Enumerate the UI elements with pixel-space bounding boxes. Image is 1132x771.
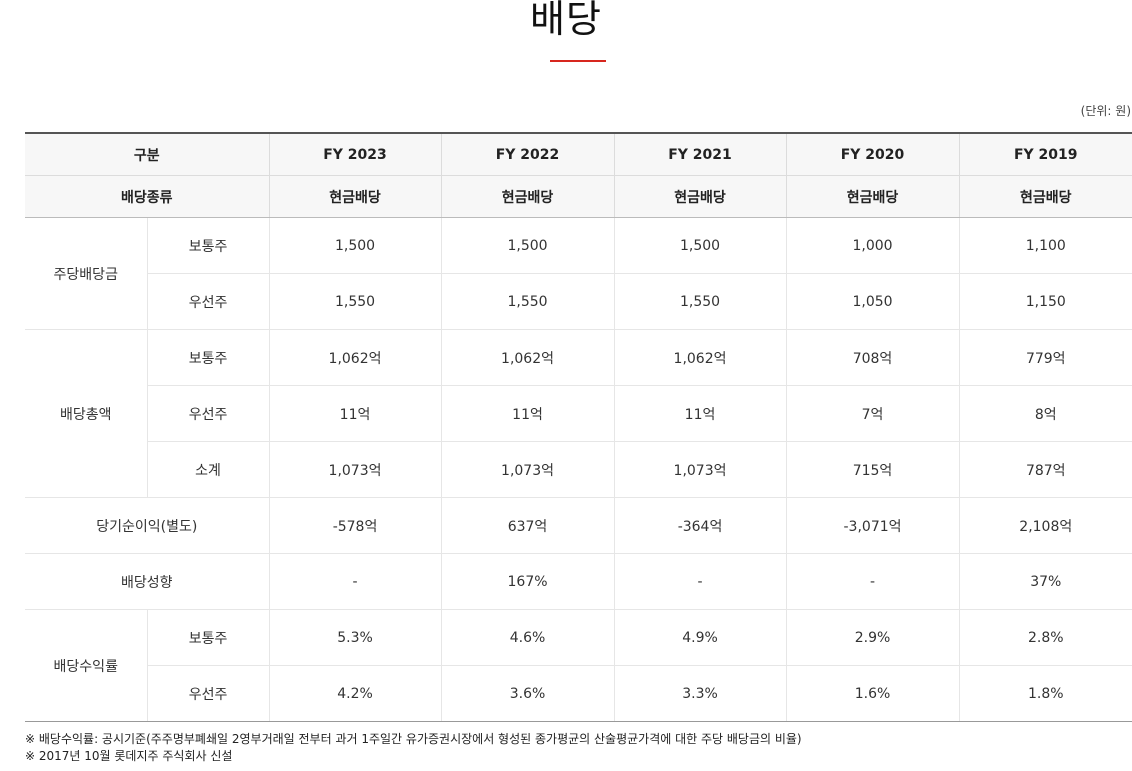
table-cell: 1,000 [785,217,960,274]
table-cell: 1,500 [613,217,787,274]
table-cell: 1.8% [958,665,1132,722]
table-cell: -364억 [613,497,787,554]
table-cell: 167% [440,553,615,610]
table-row: 우선주 1,550 1,550 1,550 1,050 1,150 [25,273,1132,330]
table-cell: 637억 [440,497,615,554]
row-label: 당기순이익(별도) [25,497,270,554]
table-cell: 11억 [613,385,787,442]
table-cell: 1,073억 [613,441,787,498]
table-row: 배당총액 보통주 1,062억 1,062억 1,062억 708억 779억 [25,329,1132,498]
header-type: 현금배당 [613,175,787,218]
footnotes: ※ 배당수익률: 공시기준(주주명부폐쇄일 2영부거래일 전부터 과거 1주일간… [25,731,802,765]
table-row: 주당배당금 보통주 1,500 1,500 1,500 1,000 1,100 [25,217,1132,330]
table-cell: 3.3% [613,665,787,722]
header-year: FY 2022 [440,132,615,176]
table-cell: 1,050 [785,273,960,330]
table-cell: 1,500 [268,217,442,274]
header-type: 현금배당 [785,175,960,218]
title-underline [550,60,606,62]
table-cell: 1,062억 [268,329,442,386]
page-title: 배당 [530,0,602,41]
header-year: FY 2021 [613,132,787,176]
table-row: 배당수익률 보통주 5.3% 4.6% 4.9% 2.9% 2.8% [25,609,1132,722]
table-cell: 2.8% [958,609,1132,666]
table-cell: -578억 [268,497,442,554]
header-dividend-type: 배당종류 [25,175,270,218]
table-cell: -3,071억 [785,497,960,554]
header-year: FY 2020 [785,132,960,176]
table-cell: 2.9% [785,609,960,666]
table-cell: 37% [958,553,1132,610]
row-sub-label: 소계 [146,441,270,498]
table-cell: 1,550 [268,273,442,330]
table-cell: 708억 [785,329,960,386]
table-cell: 4.2% [268,665,442,722]
table-cell: - [268,553,442,610]
table-row: 우선주 4.2% 3.6% 3.3% 1.6% 1.8% [25,665,1132,722]
table-cell: 8억 [958,385,1132,442]
row-sub-label: 우선주 [146,273,270,330]
table-cell: 1,500 [440,217,615,274]
row-sub-label: 우선주 [146,385,270,442]
table-cell: 1,073억 [268,441,442,498]
header-type: 현금배당 [440,175,615,218]
table-cell: 1,150 [958,273,1132,330]
table-cell: 1,100 [958,217,1132,274]
table-row: 배당성향 - 167% - - 37% [25,553,1132,610]
header-category: 구분 [25,132,270,176]
table-cell: 11억 [440,385,615,442]
table-cell: 1.6% [785,665,960,722]
row-sub-label: 보통주 [146,217,270,274]
row-sub-label: 보통주 [146,609,270,666]
table-cell: 1,550 [440,273,615,330]
header-type: 현금배당 [958,175,1132,218]
footnote: ※ 배당수익률: 공시기준(주주명부폐쇄일 2영부거래일 전부터 과거 1주일간… [25,732,802,746]
table-cell: 787억 [958,441,1132,498]
table-cell: - [785,553,960,610]
footnote: ※ 2017년 10월 롯데지주 주식회사 신설 [25,749,233,763]
table-cell: 1,062억 [613,329,787,386]
row-sub-label: 우선주 [146,665,270,722]
table-cell: 1,062억 [440,329,615,386]
row-group-label: 배당수익률 [25,609,147,722]
row-group-label: 배당총액 [25,329,147,498]
header-year: FY 2019 [958,132,1132,176]
table-cell: 3.6% [440,665,615,722]
table-cell: 1,550 [613,273,787,330]
table-row: 소계 1,073억 1,073억 1,073억 715억 787억 [25,441,1132,498]
table-cell: 779억 [958,329,1132,386]
table-cell: 4.6% [440,609,615,666]
table-row: 우선주 11억 11억 11억 7억 8억 [25,385,1132,442]
row-label: 배당성향 [25,553,270,610]
unit-label: (단위: 원) [1080,104,1131,118]
row-group-label: 주당배당금 [25,217,147,330]
table-cell: 7억 [785,385,960,442]
table-cell: 4.9% [613,609,787,666]
table-cell: 715억 [785,441,960,498]
table-cell: 1,073억 [440,441,615,498]
header-year: FY 2023 [268,132,442,176]
table-cell: - [613,553,787,610]
table-cell: 11억 [268,385,442,442]
table-cell: 2,108억 [958,497,1132,554]
table-row: 당기순이익(별도) -578억 637억 -364억 -3,071억 2,108… [25,497,1132,554]
table-cell: 5.3% [268,609,442,666]
row-sub-label: 보통주 [146,329,270,386]
dividend-table: 구분 FY 2023 FY 2022 FY 2021 FY 2020 FY 20… [25,132,1132,722]
header-type: 현금배당 [268,175,442,218]
